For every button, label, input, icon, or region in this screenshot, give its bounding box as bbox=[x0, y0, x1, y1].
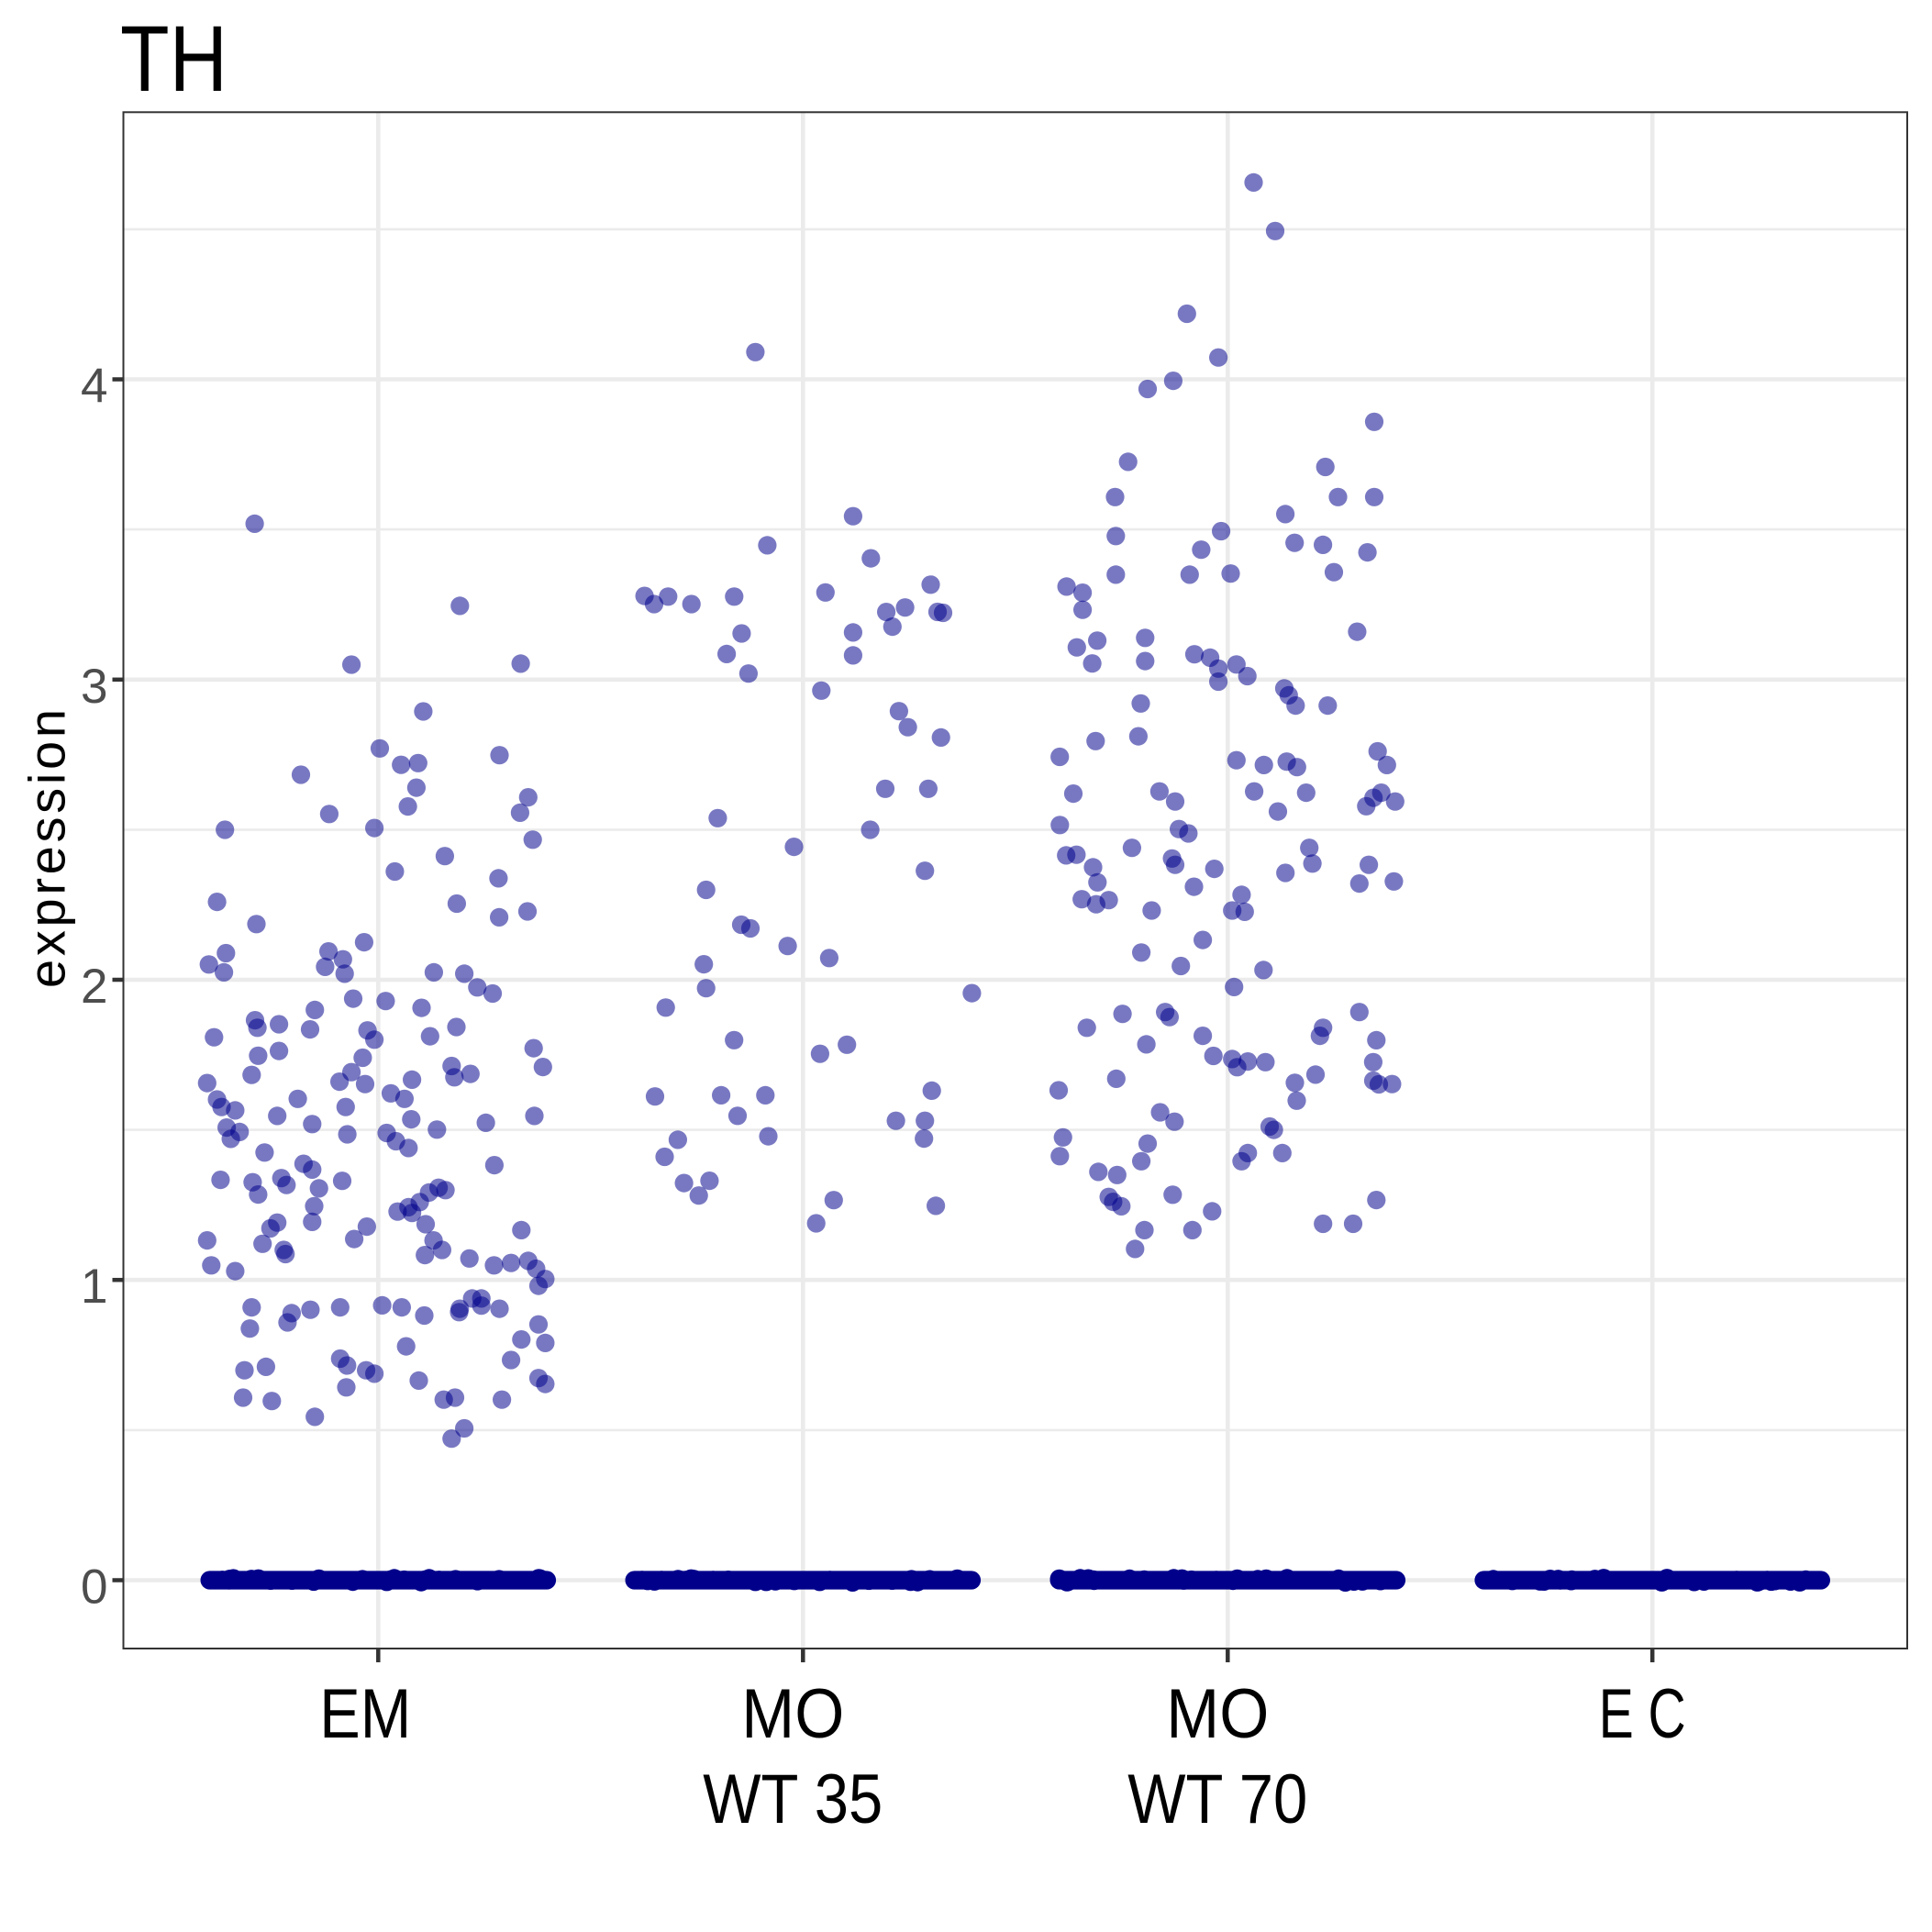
svg-text:3: 3 bbox=[81, 660, 107, 714]
svg-text:E C: E C bbox=[1599, 1675, 1686, 1753]
svg-text:expression: expression bbox=[18, 709, 76, 988]
svg-text:MO: MO bbox=[1166, 1675, 1269, 1753]
svg-text:WT 70: WT 70 bbox=[1127, 1760, 1307, 1838]
svg-text:0: 0 bbox=[81, 1560, 107, 1615]
svg-text:EM: EM bbox=[319, 1675, 411, 1753]
svg-text:4: 4 bbox=[81, 360, 107, 414]
svg-text:TH: TH bbox=[120, 6, 228, 111]
svg-text:2: 2 bbox=[81, 960, 107, 1014]
svg-text:1: 1 bbox=[81, 1260, 107, 1314]
svg-text:MO: MO bbox=[741, 1675, 844, 1753]
svg-text:WT 35: WT 35 bbox=[703, 1760, 883, 1838]
